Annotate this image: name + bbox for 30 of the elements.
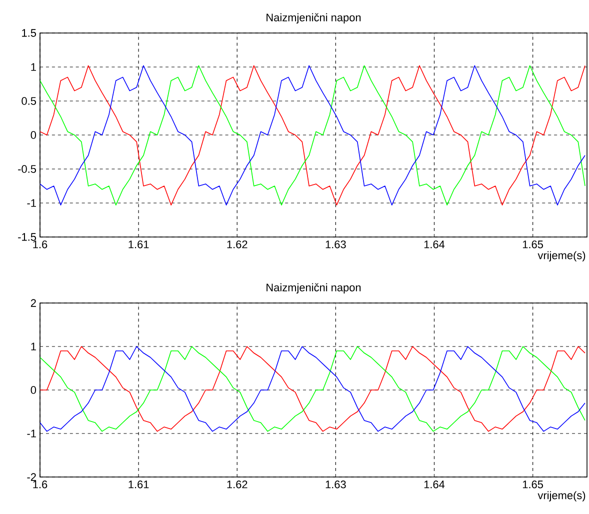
y-tick-label: 2 xyxy=(30,299,36,307)
y-tick-label: 1 xyxy=(31,63,36,71)
x-tick-label: 1.62 xyxy=(227,480,248,488)
x-tick-label: 1.61 xyxy=(128,480,149,488)
x-tick-label: 1.63 xyxy=(326,240,346,248)
y-tick-label: -1.5 xyxy=(18,233,36,241)
y-tick-label: -2 xyxy=(27,473,36,481)
chart-title: Naizmjenični napon xyxy=(266,13,361,24)
x-tick-label: 1.65 xyxy=(522,480,543,488)
y-tick-label: 0 xyxy=(30,386,36,394)
x-axis-title: vrijeme(s) xyxy=(538,491,586,502)
x-tick-label: 1.64 xyxy=(424,480,445,488)
x-tick-label: 1.63 xyxy=(326,480,346,488)
y-tick-label: -0.5 xyxy=(18,165,36,173)
line-series xyxy=(40,346,586,432)
chart-title: Naizmjenični napon xyxy=(266,283,361,294)
x-tick-label: 1.61 xyxy=(128,240,149,248)
x-tick-label: 1.62 xyxy=(227,240,248,248)
line-series xyxy=(40,65,586,206)
y-tick-label: -1 xyxy=(27,430,36,438)
y-tick-label: 1 xyxy=(31,342,36,350)
x-tick-label: 1.6 xyxy=(33,480,48,488)
y-tick-label: 0 xyxy=(30,131,36,139)
x-tick-label: 1.65 xyxy=(522,240,543,248)
y-tick-label: -1 xyxy=(27,199,36,207)
x-tick-label: 1.64 xyxy=(424,240,445,248)
x-axis-title: vrijeme(s) xyxy=(538,251,586,262)
y-tick-label: 0.5 xyxy=(22,97,36,105)
y-tick-label: 1.5 xyxy=(22,29,36,37)
x-tick-label: 1.6 xyxy=(33,240,48,248)
